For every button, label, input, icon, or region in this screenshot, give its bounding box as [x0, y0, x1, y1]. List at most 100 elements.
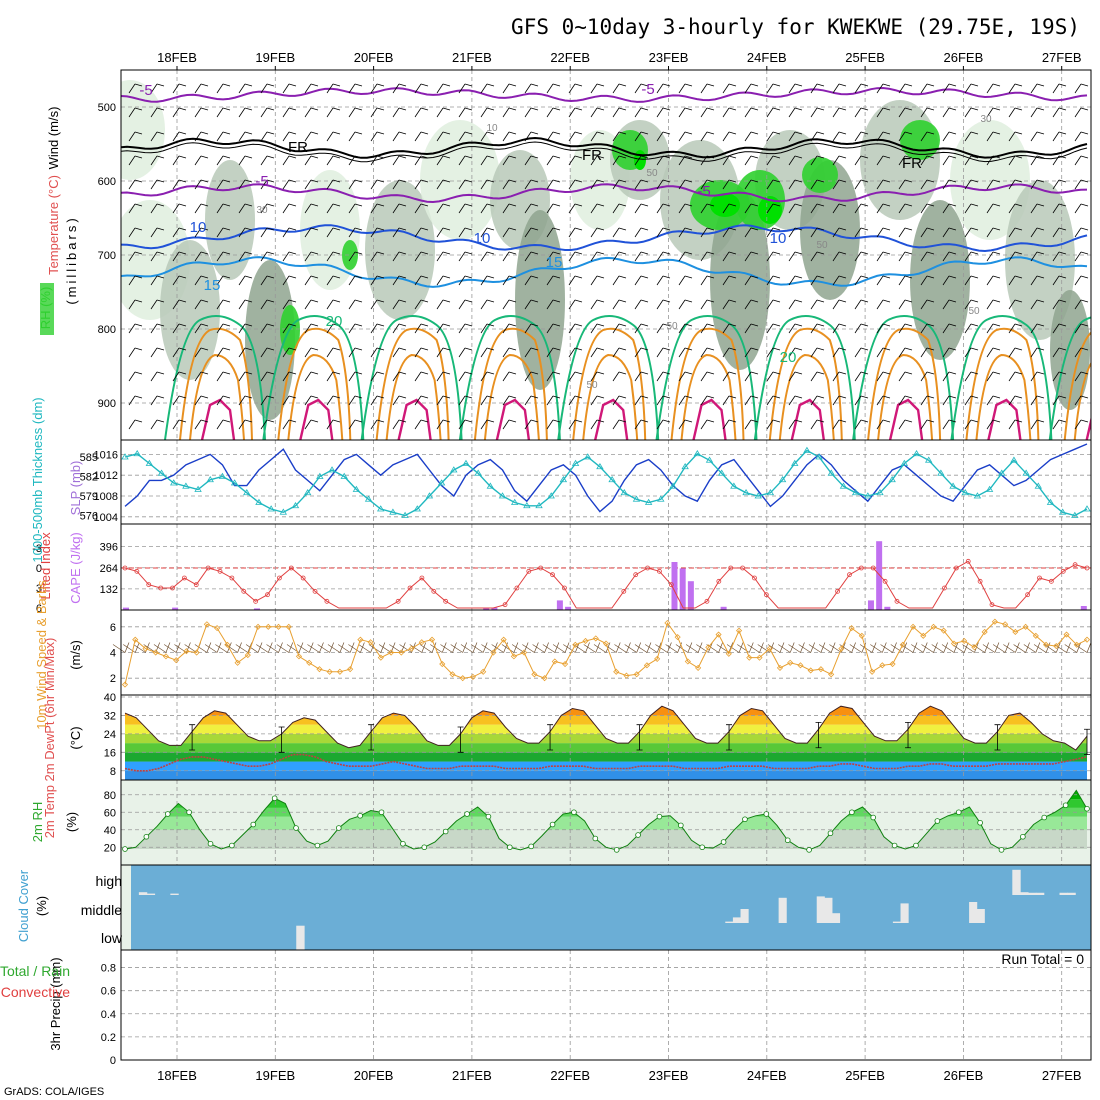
- li-marker: [953, 565, 959, 571]
- wind-barb: [964, 227, 979, 238]
- minmax-whisker: [815, 721, 822, 749]
- li-marker: [704, 598, 710, 604]
- rh-marker: [506, 844, 513, 851]
- cloud-high-label: high: [96, 873, 122, 889]
- wind-barb: [524, 227, 539, 238]
- thickness-marker: [620, 488, 628, 496]
- wind-barb: [568, 251, 583, 262]
- li-marker: [1025, 592, 1031, 598]
- li-marker: [1037, 575, 1042, 581]
- wind-barb: [348, 107, 363, 118]
- cloud-bar-middle: [778, 897, 787, 923]
- wind-barb: [238, 83, 253, 94]
- wind-barb: [722, 323, 737, 334]
- rh-tick-label: 40: [104, 825, 116, 837]
- bottom-date-labels: 18FEB 19FEB 20FEB 21FEB 22FEB 23FEB 24FEB 25FEB…: [157, 1068, 1081, 1083]
- rh-saturated: [758, 196, 782, 224]
- thickness-marker: [1010, 456, 1018, 463]
- wind-barb: [348, 419, 363, 430]
- li-marker: [858, 565, 864, 571]
- wind-barb: [568, 323, 583, 334]
- wind-barb: [590, 179, 605, 190]
- wind-barb: [634, 107, 649, 118]
- bottom-date-label: 20FEB: [354, 1068, 394, 1083]
- rh-marker: [485, 813, 492, 820]
- surface-wind-barb: [348, 642, 365, 653]
- wind-barb: [634, 203, 649, 214]
- cloud-bar-high: [1020, 892, 1029, 895]
- temp-line: [124, 705, 1088, 751]
- wind-barb: [986, 371, 1001, 382]
- contour-25-inner: [680, 353, 737, 440]
- wind-barb: [348, 251, 363, 262]
- thickness-marker: [815, 453, 823, 460]
- surface-wind-barb: [798, 642, 816, 653]
- surface-wind-barb: [266, 642, 283, 653]
- wind-barb: [612, 83, 627, 94]
- minmax-whisker: [1084, 728, 1090, 756]
- wind-barb: [546, 179, 561, 190]
- wind-barb: [238, 347, 253, 358]
- wind-barb: [260, 83, 275, 94]
- wind-marker: [787, 659, 794, 666]
- temp-tick-label: 8: [110, 766, 116, 778]
- wind-barb: [722, 131, 737, 142]
- wind-barb: [612, 275, 627, 286]
- wind-barb: [216, 323, 231, 334]
- surface-wind-barb: [552, 642, 570, 653]
- wind-barb: [436, 419, 451, 430]
- wind-barb: [810, 395, 825, 406]
- wind-barb: [414, 227, 429, 238]
- wind-barb: [766, 347, 781, 358]
- wind-barb: [194, 323, 209, 334]
- wind-barb: [172, 155, 187, 166]
- wind-barb: [172, 107, 187, 118]
- wind-barb: [744, 107, 759, 118]
- rh-tick-label: 20: [104, 842, 116, 854]
- thickness-marker: [705, 456, 714, 463]
- li-marker: [942, 585, 947, 591]
- surface-wind-barb: [583, 642, 601, 653]
- thickness-marker: [839, 482, 848, 489]
- wind-barb: [1052, 107, 1067, 118]
- wind-marker: [521, 649, 528, 656]
- thickness-marker: [145, 459, 154, 466]
- wind-barb: [722, 203, 737, 214]
- wind-marker: [817, 666, 824, 673]
- wind-barb: [348, 347, 363, 358]
- temp-tick-label: 32: [104, 710, 116, 722]
- wind-barb: [722, 419, 737, 430]
- wind-barb: [898, 395, 913, 406]
- wind-barb: [194, 131, 209, 142]
- wind-barb: [854, 347, 869, 358]
- wind-barb: [678, 251, 693, 262]
- contour-label: -5: [641, 81, 654, 98]
- pressure-tick-label: 600: [98, 176, 116, 188]
- wind-marker: [961, 637, 968, 645]
- surface-wind-barb: [624, 642, 642, 653]
- surface-wind-barb: [204, 642, 222, 653]
- cape-bar: [172, 607, 179, 610]
- cape-bar: [867, 600, 874, 610]
- precip-frame: [120, 949, 1092, 1061]
- rh-axis-label: RH (%): [38, 287, 53, 330]
- wind-barb: [216, 203, 231, 214]
- wind-barb: [128, 179, 143, 190]
- wind-barb: [480, 371, 495, 382]
- wind-barb: [678, 347, 693, 358]
- contour-20: [164, 315, 266, 440]
- wind-barb: [744, 203, 759, 214]
- wind-barb: [458, 395, 473, 406]
- wind-barb: [370, 299, 385, 310]
- wind-tick-label: 4: [110, 648, 116, 660]
- wind-barb: [436, 203, 451, 214]
- wind-barb: [326, 419, 341, 430]
- wind-barb: [392, 395, 407, 406]
- wind-marker: [142, 645, 149, 652]
- wind-barb: [1030, 251, 1045, 262]
- wind-barb: [414, 251, 429, 262]
- wind-barb: [436, 323, 451, 334]
- cloud-bar-middle: [816, 896, 825, 923]
- surface-wind-barb: [992, 642, 1010, 653]
- wind-barb: [678, 323, 693, 334]
